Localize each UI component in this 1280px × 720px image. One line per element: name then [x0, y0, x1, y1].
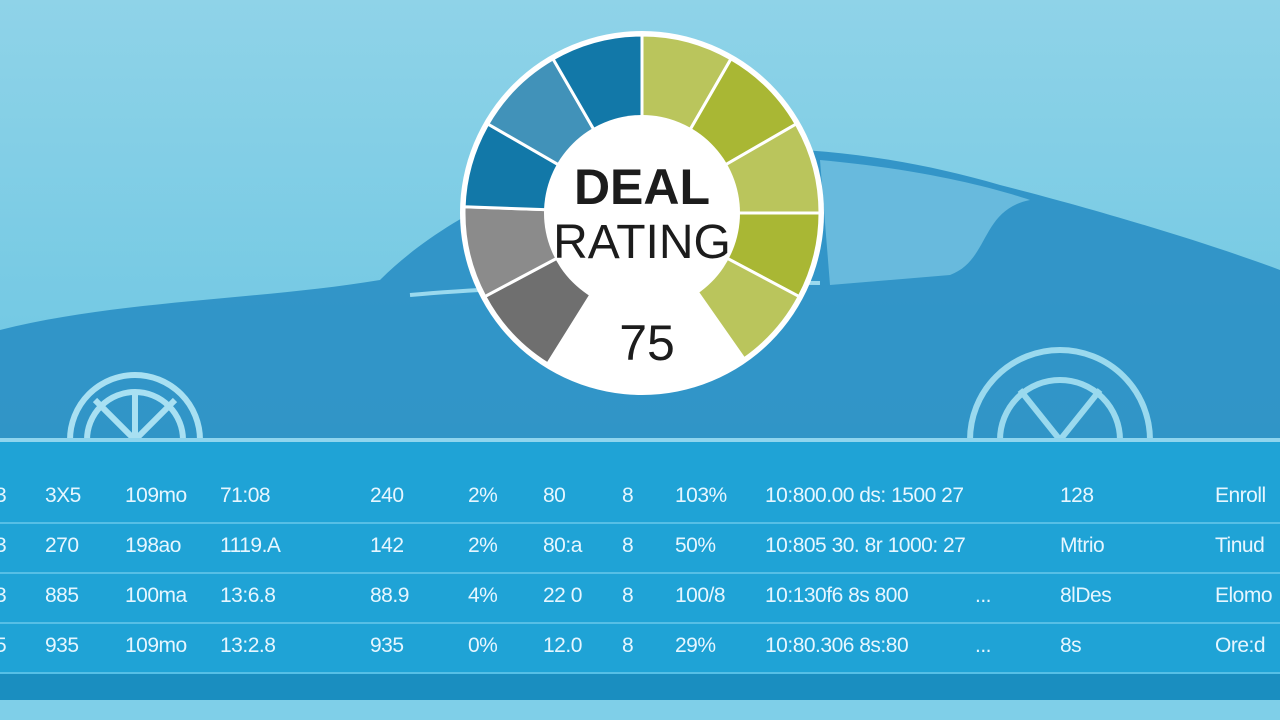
table-footer	[0, 672, 1280, 700]
gauge-title-line2: RATING	[553, 216, 731, 269]
table-cell: 3	[0, 584, 7, 607]
deals-table	[0, 438, 1280, 704]
table-cell: 8	[622, 534, 634, 557]
table-cell: 8	[622, 584, 634, 607]
gauge-bottom	[547, 286, 745, 392]
table-cell: 8s	[1060, 634, 1082, 657]
table-cell: 10:80.306 8s:80	[765, 634, 909, 657]
table-cell: 100/8	[675, 584, 726, 607]
table-cell: 5	[0, 634, 7, 657]
table-cell: 128	[1060, 484, 1094, 507]
deal-rating-gauge	[460, 31, 824, 395]
car-window	[820, 160, 1030, 285]
gauge-title-line1: DEAL	[573, 159, 711, 215]
table-cell: 1119.A	[220, 534, 281, 557]
table-cell: 10:800.00 ds: 1500 27	[765, 484, 964, 507]
table-row[interactable]: 3 270 198ao 1119.A 142 2% 80:a 8 50% 10:805 30. 8…	[0, 522, 1280, 574]
table-cell: 13:6.8	[220, 584, 276, 607]
table-cell: 13:2.8	[220, 634, 276, 657]
table-cell: 88.9	[370, 584, 409, 607]
table-cell: 3	[0, 534, 7, 557]
table-cell: Enroll	[1215, 484, 1266, 507]
table-cell: 8lDes	[1060, 584, 1112, 607]
table-row[interactable]: 5 935 109mo 13:2.8 935 0% 12.0 8 29% 10:80.306 8s…	[0, 622, 1280, 674]
table-cell: 80	[543, 484, 566, 507]
table-cell: 935	[370, 634, 404, 657]
table-cell: 12.0	[543, 634, 582, 657]
table-cell: 50%	[675, 534, 716, 557]
table-cell: 198ao	[125, 534, 181, 557]
table-row[interactable]: 3 885 100ma 13:6.8 88.9 4% 22 0 8 100/8 10:130f6 …	[0, 572, 1280, 624]
table-cell: 2%	[468, 534, 498, 557]
table-cell: ...	[975, 584, 992, 607]
table-cell: Mtrio	[1060, 534, 1105, 557]
table-cell: 10:130f6 8s 800	[765, 584, 909, 607]
table-cell: Tinud	[1215, 534, 1265, 557]
table-cell: 71:08	[220, 484, 271, 507]
table-cell: 109mo	[125, 634, 187, 657]
table-cell: 3	[0, 484, 7, 507]
table-cell: 8	[622, 634, 634, 657]
gauge-value: 75	[619, 315, 675, 371]
table-cell: 270	[45, 534, 79, 557]
table-cell: 2%	[468, 484, 498, 507]
table-cell: 3X5	[45, 484, 81, 507]
table-cell: Elomo	[1215, 584, 1273, 607]
table-cell: 4%	[468, 584, 498, 607]
table-cell: Ore:d	[1215, 634, 1266, 657]
table-cell: ...	[975, 634, 992, 657]
table-cell: 885	[45, 584, 79, 607]
table-cell: 22 0	[543, 584, 582, 607]
table-cell: 0%	[468, 634, 498, 657]
gauge-center	[544, 115, 740, 311]
table-cell: 8	[622, 484, 634, 507]
table-cell: 142	[370, 534, 404, 557]
table-cell: 935	[45, 634, 79, 657]
table-cell: 29%	[675, 634, 716, 657]
table-cell: 240	[370, 484, 404, 507]
table-cell: 80:a	[543, 534, 582, 557]
page-bottom	[0, 700, 1280, 720]
table-cell: 10:805 30. 8r 1000: 27	[765, 534, 966, 557]
table-cell: 109mo	[125, 484, 187, 507]
table-row[interactable]: 3 3X5 109mo 71:08 240 2% 80 8 103% 10:800.00 ds: …	[0, 472, 1280, 524]
table-cell: 103%	[675, 484, 727, 507]
table-cell: 100ma	[125, 584, 187, 607]
